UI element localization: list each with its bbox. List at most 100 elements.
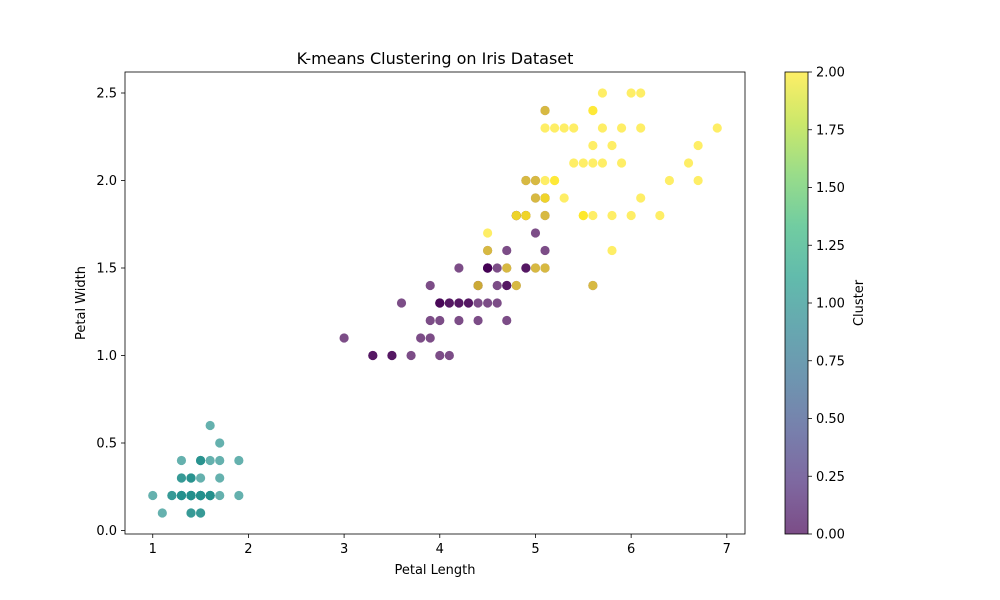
data-point [540, 105, 550, 116]
colorbar-tick-label: 0.75 [816, 354, 845, 369]
data-point [416, 333, 426, 343]
data-point [636, 193, 646, 203]
data-point [511, 280, 521, 291]
x-tick-label: 2 [244, 542, 252, 557]
data-point [425, 333, 435, 343]
data-point [549, 175, 560, 186]
data-point [616, 123, 627, 133]
y-axis: 0.0 0.5 1.0 1.5 2.0 2.5 [96, 87, 125, 539]
data-point [215, 438, 225, 448]
colorbar: 0.00 0.25 0.50 0.75 1.00 1.25 1.50 1.75 2.00 Clu… [784, 66, 867, 543]
data-point [530, 263, 541, 273]
data-point [435, 315, 445, 326]
data-point [578, 158, 588, 168]
plot-frame [124, 71, 746, 535]
data-point [492, 280, 502, 291]
data-point [502, 263, 512, 273]
data-point [195, 490, 206, 501]
data-point [205, 420, 215, 431]
data-point [492, 298, 502, 308]
data-point [435, 350, 445, 361]
colorbar-tick-label: 1.25 [816, 239, 845, 254]
data-point [607, 210, 617, 221]
colorbar-tick-label: 0.25 [816, 470, 845, 485]
data-point [215, 473, 225, 483]
data-point [473, 298, 483, 308]
y-tick-label: 2.5 [96, 87, 117, 102]
data-point [396, 298, 407, 308]
data-point [664, 175, 675, 186]
data-point [444, 350, 454, 361]
data-point [626, 210, 636, 221]
data-point [636, 88, 646, 98]
data-point [176, 490, 187, 501]
data-point [588, 280, 598, 291]
data-point [157, 508, 167, 518]
data-point [521, 210, 531, 221]
x-tick-label: 5 [531, 542, 539, 557]
colorbar-tick-label: 0.50 [816, 412, 845, 427]
data-point [387, 350, 397, 361]
data-point [559, 123, 569, 133]
data-point [530, 193, 541, 203]
data-point [597, 88, 608, 98]
data-point [530, 228, 541, 238]
data-point [454, 263, 464, 273]
colorbar-tick-label: 1.50 [816, 181, 845, 196]
data-point [186, 473, 196, 483]
y-tick-label: 1.0 [96, 349, 117, 364]
data-point [205, 490, 215, 501]
data-point [502, 280, 512, 291]
y-axis-label: Petal Width [74, 266, 89, 340]
data-point [406, 350, 416, 361]
x-tick-label: 7 [723, 542, 731, 557]
data-point [148, 490, 158, 501]
data-point [597, 123, 608, 133]
data-point [167, 490, 177, 501]
data-point [492, 263, 502, 273]
data-point [215, 455, 225, 466]
data-point [483, 263, 493, 273]
x-axis: 1 2 3 4 5 6 7 [149, 534, 731, 557]
data-point [683, 158, 694, 168]
data-point [588, 210, 598, 221]
data-point [511, 210, 521, 221]
colorbar-tick-label: 2.00 [816, 66, 845, 81]
data-point [655, 210, 665, 221]
data-point [368, 350, 378, 361]
data-point [234, 490, 244, 501]
y-tick-label: 2.0 [96, 174, 117, 189]
data-point [530, 175, 541, 186]
colorbar-gradient [785, 72, 808, 534]
chart-title: K-means Clustering on Iris Dataset [297, 49, 574, 68]
data-point [425, 280, 435, 291]
data-point [588, 105, 598, 116]
data-point [616, 158, 627, 168]
data-point [473, 315, 483, 326]
y-tick-label: 0.0 [96, 524, 117, 539]
data-point [540, 263, 550, 273]
data-point [540, 175, 550, 186]
x-tick-label: 4 [436, 542, 444, 557]
data-point [186, 508, 196, 518]
data-point [578, 210, 588, 221]
data-point [176, 473, 187, 483]
data-point [693, 140, 703, 151]
colorbar-tick-label: 1.75 [816, 123, 845, 138]
data-point [521, 175, 531, 186]
data-point [435, 298, 445, 308]
data-point [215, 490, 225, 501]
data-point [569, 158, 579, 168]
data-point [712, 123, 722, 133]
points-layer [148, 88, 722, 518]
data-point [483, 228, 493, 238]
colorbar-tick-label: 0.00 [816, 528, 845, 543]
data-point [502, 315, 512, 326]
data-point [540, 210, 550, 221]
x-tick-label: 6 [627, 542, 635, 557]
data-point [444, 298, 454, 308]
data-point [454, 298, 464, 308]
data-point [483, 245, 493, 256]
data-point [559, 193, 569, 203]
